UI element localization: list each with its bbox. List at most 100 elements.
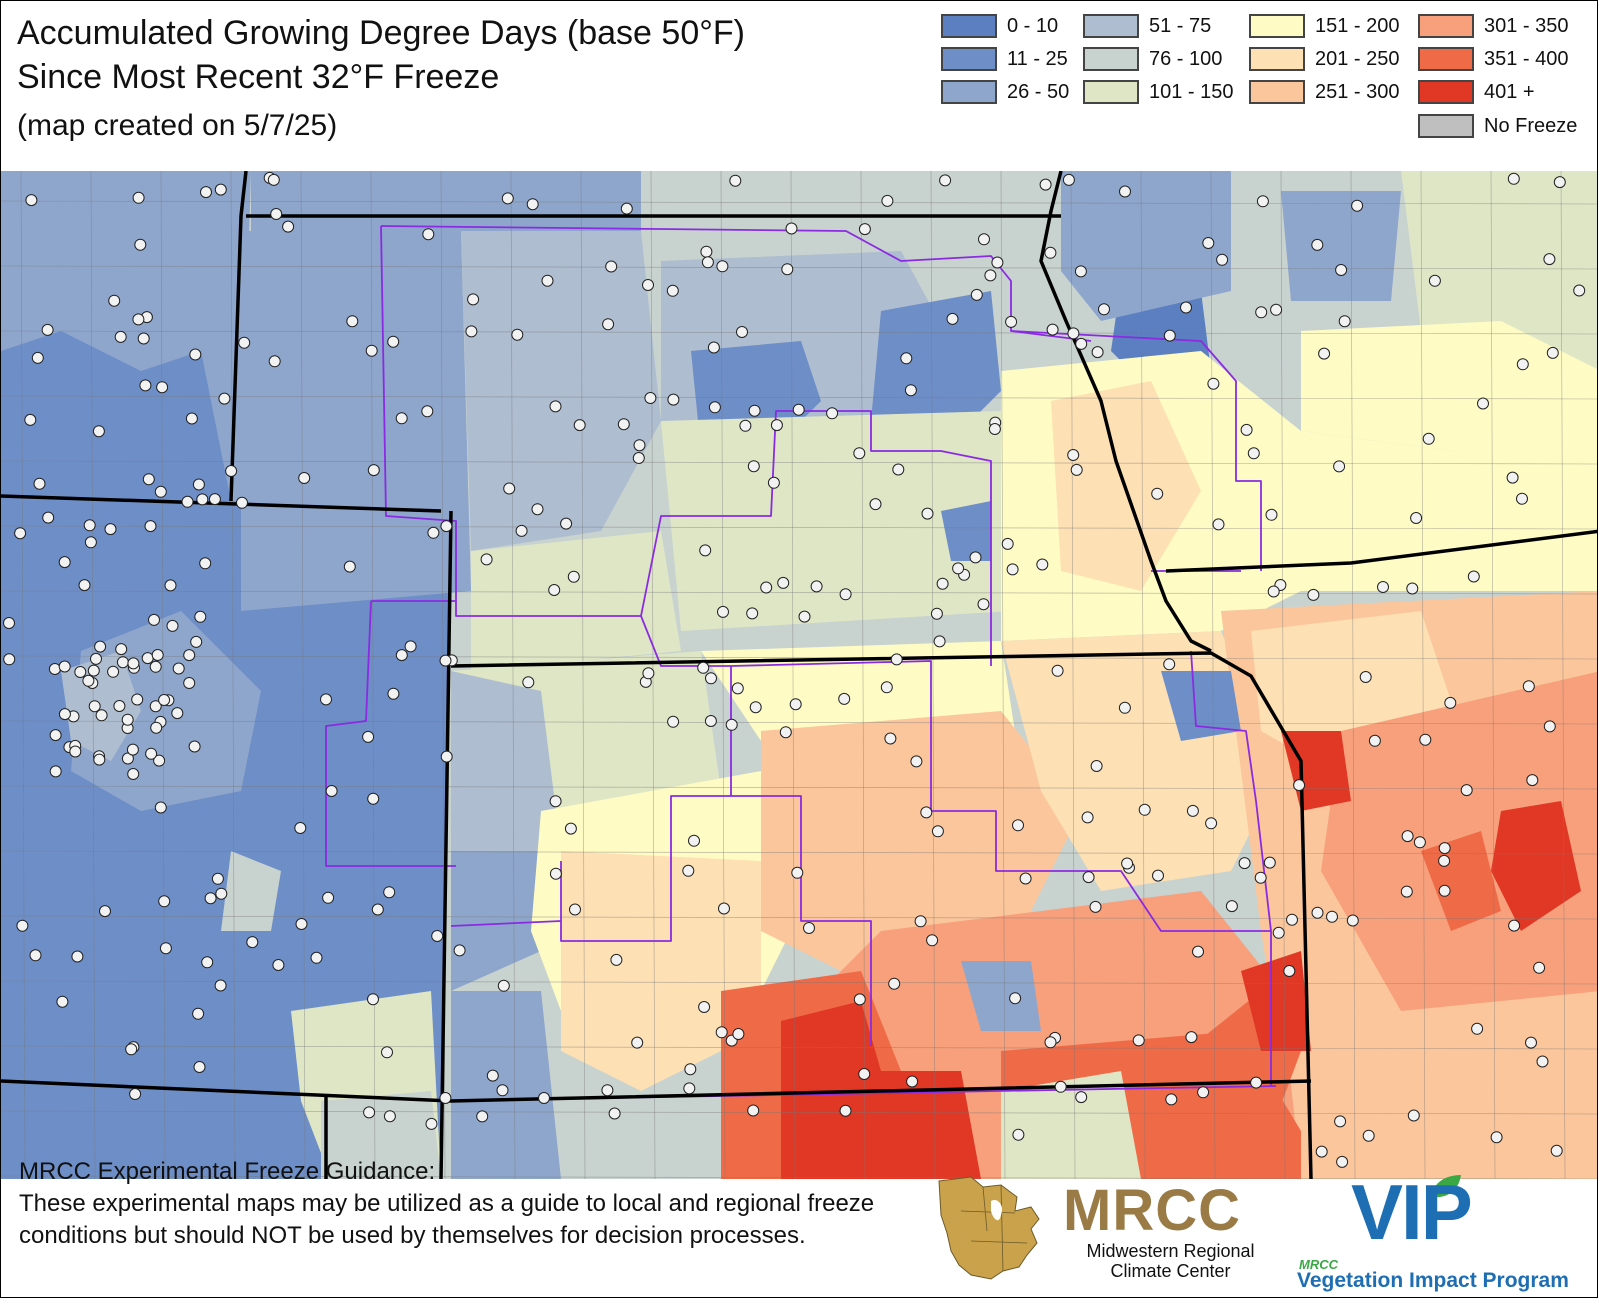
station-marker [716, 260, 729, 273]
station-marker [633, 439, 646, 452]
station-marker [1516, 492, 1528, 505]
gdd-zone [941, 501, 991, 561]
station-marker [573, 419, 586, 432]
county-line [1, 1175, 1597, 1180]
station-marker [549, 867, 562, 880]
station-marker [839, 588, 852, 601]
station-marker [183, 677, 196, 689]
station-marker [387, 687, 400, 700]
station-marker [439, 1092, 452, 1104]
station-marker [134, 238, 147, 251]
station-marker [1074, 265, 1087, 278]
station-marker [1250, 1076, 1263, 1089]
station-marker [1202, 237, 1215, 249]
station-marker [215, 887, 228, 900]
station-marker [132, 191, 145, 204]
station-marker [511, 328, 524, 341]
station-marker [892, 463, 905, 476]
station-marker [14, 527, 27, 540]
logos: MRCC Midwestern Regional Climate Center … [938, 1168, 1591, 1292]
station-marker [1413, 836, 1426, 849]
station-marker [129, 1088, 142, 1100]
gdd-zone [461, 231, 661, 551]
region-boundary [450, 920, 562, 927]
station-marker [781, 263, 794, 276]
station-marker [82, 674, 95, 687]
station-marker [1186, 804, 1199, 817]
gdd-zone [1241, 951, 1311, 1051]
station-marker [936, 577, 949, 590]
stations-layer [3, 171, 1586, 1168]
station-marker [383, 886, 396, 899]
station-marker [526, 198, 539, 211]
station-marker [486, 1069, 499, 1082]
gdd-zone [1301, 321, 1597, 451]
station-marker [880, 681, 893, 694]
station-marker [1163, 658, 1176, 671]
station-marker [41, 323, 54, 336]
county-line [1490, 170, 1496, 1180]
station-marker [480, 553, 493, 566]
station-marker [939, 174, 952, 187]
station-marker [58, 660, 71, 673]
gdd-zone [241, 231, 471, 611]
station-marker [699, 544, 712, 557]
station-marker [930, 607, 943, 620]
legend-item: 301 - 350 [1418, 13, 1569, 39]
station-marker [1205, 817, 1218, 830]
station-marker [1039, 178, 1052, 191]
station-marker [431, 930, 444, 942]
legend-item: 151 - 200 [1249, 13, 1400, 39]
station-marker [88, 700, 101, 713]
station-marker [149, 700, 162, 713]
disclaimer-heading: MRCC Experimental Freeze Guidance: [19, 1158, 436, 1185]
legend-swatch [941, 14, 997, 38]
station-marker [1422, 432, 1435, 445]
station-marker [363, 1106, 376, 1119]
station-marker [121, 752, 134, 765]
legend-label: 11 - 25 [1007, 47, 1068, 70]
legend-item: 201 - 250 [1249, 46, 1400, 72]
station-marker [270, 208, 283, 220]
station-marker [667, 393, 680, 406]
station-marker [1507, 172, 1520, 185]
station-marker [1138, 803, 1151, 816]
station-marker [1536, 1055, 1549, 1068]
station-marker [683, 1082, 696, 1095]
station-marker [425, 1117, 438, 1130]
station-marker [246, 936, 259, 949]
station-marker [116, 656, 129, 669]
state-border [1, 1079, 1312, 1103]
station-marker [697, 661, 710, 674]
station-marker [74, 666, 87, 678]
station-marker [268, 355, 281, 368]
county-line [1, 1045, 1597, 1050]
station-marker [1525, 1036, 1537, 1049]
station-marker [58, 708, 71, 721]
station-marker [298, 472, 311, 484]
station-marker [453, 944, 466, 957]
vip-logo-subtitle: Vegetation Impact Program [1297, 1269, 1569, 1292]
station-marker [858, 1068, 871, 1080]
station-marker [1335, 264, 1348, 276]
region-boundary [1190, 650, 1272, 932]
station-marker [1019, 872, 1032, 885]
county-line [1, 720, 1597, 725]
station-marker [1272, 926, 1285, 939]
station-marker [682, 864, 695, 877]
station-marker [704, 715, 717, 727]
county-line [1, 785, 1597, 790]
station-marker [121, 713, 134, 726]
station-marker [404, 640, 417, 653]
station-marker [3, 653, 16, 666]
station-marker [49, 765, 62, 778]
station-marker [1165, 1093, 1178, 1106]
county-line [720, 170, 726, 1180]
station-marker [1151, 487, 1164, 500]
map-title-line-2: Since Most Recent 32°F Freeze [17, 58, 500, 96]
station-marker [978, 233, 990, 246]
station-marker [749, 701, 762, 714]
station-marker [747, 1104, 760, 1117]
station-marker [1051, 664, 1064, 677]
station-marker [718, 902, 730, 915]
